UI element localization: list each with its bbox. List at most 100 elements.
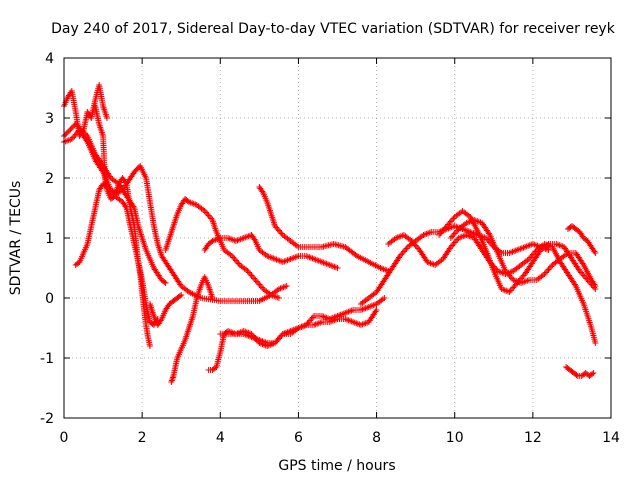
data-point-segment xyxy=(334,310,347,319)
data-point-segment xyxy=(416,247,430,264)
data-point-segment xyxy=(127,205,137,228)
data-point-segment xyxy=(72,260,82,268)
data-point xyxy=(592,283,599,289)
data-point-segment xyxy=(568,223,578,231)
data-point-segment xyxy=(510,277,523,286)
data-point-segment xyxy=(365,290,378,301)
data-point-segment xyxy=(162,259,176,276)
data-point-segment xyxy=(537,242,550,253)
data-point-segment xyxy=(279,256,293,265)
data-point-segment xyxy=(397,245,410,259)
data-point-segment xyxy=(240,232,253,241)
data-point-segment xyxy=(131,223,140,246)
data-point-segment xyxy=(68,88,79,114)
data-point-segment xyxy=(166,224,176,241)
data-point-segment xyxy=(137,163,149,180)
data-point-segment xyxy=(154,317,164,328)
data-point-segment xyxy=(256,184,266,195)
data-point-segment xyxy=(76,251,86,265)
data-point-segment xyxy=(318,259,332,268)
data-point-segment xyxy=(586,371,596,379)
data-point xyxy=(283,283,290,289)
data-point-segment xyxy=(256,247,269,258)
data-point xyxy=(592,340,599,346)
data-point-segment xyxy=(318,241,335,250)
data-point-segment xyxy=(506,281,519,295)
data-point-segment xyxy=(479,220,492,237)
data-point-segment xyxy=(186,199,199,208)
data-point-segment xyxy=(588,244,598,255)
data-point-segment xyxy=(221,247,234,258)
data-point-segment xyxy=(570,370,580,378)
data-point xyxy=(162,280,169,286)
y-axis-label: SDTVAR / TECUs xyxy=(8,181,24,296)
data-point-segment xyxy=(514,244,527,253)
data-point-segment xyxy=(240,331,253,340)
data-point xyxy=(146,343,153,349)
y-tick-label: 3 xyxy=(45,111,54,127)
data-point-segment xyxy=(252,238,262,252)
data-point-segment xyxy=(494,268,507,277)
data-point-segment xyxy=(272,332,285,346)
data-point-segment xyxy=(506,247,519,256)
data-point-segment xyxy=(80,242,90,256)
data-point-segment xyxy=(518,257,531,268)
data-point-segment xyxy=(408,238,422,252)
data-point-segment xyxy=(326,313,339,322)
data-point-segment xyxy=(463,232,476,241)
data-point-segment xyxy=(193,202,207,213)
data-point-segment xyxy=(529,248,543,265)
data-point-segment xyxy=(580,235,590,243)
data-point-segment xyxy=(170,356,180,379)
data-point-segment xyxy=(92,188,102,211)
data-point-segment xyxy=(365,301,378,310)
data-point-segment xyxy=(400,232,414,243)
data-point xyxy=(545,247,552,253)
y-tick-label: 0 xyxy=(45,291,54,307)
data-point-segment xyxy=(260,286,273,297)
data-point-segment xyxy=(440,245,453,262)
data-point-segment xyxy=(111,182,122,199)
data-point-segment xyxy=(275,283,289,292)
data-point-segment xyxy=(174,293,183,301)
x-tick-label: 8 xyxy=(372,430,381,446)
data-point-segment xyxy=(486,232,500,255)
data-point-segment xyxy=(260,190,270,204)
data-point-segment xyxy=(104,187,114,201)
data-point-segment xyxy=(365,308,379,325)
data-point-segment xyxy=(377,265,390,274)
data-point-segment xyxy=(576,268,590,282)
data-point-segment xyxy=(143,175,153,204)
series-track-17 xyxy=(565,223,599,256)
data-point-segment xyxy=(455,221,468,232)
data-point-segment xyxy=(436,224,449,238)
data-point-segment xyxy=(137,271,145,294)
series-track-7 xyxy=(162,196,282,301)
data-point-segment xyxy=(565,271,578,288)
data-point-segment xyxy=(100,133,108,180)
data-point-segment xyxy=(447,227,461,241)
data-point-segment xyxy=(295,322,308,331)
y-tick-label: -2 xyxy=(40,411,54,427)
series-track-6 xyxy=(147,292,185,328)
data-point-segment xyxy=(342,316,355,325)
series-track-11 xyxy=(205,307,380,373)
data-point-segment xyxy=(385,236,398,247)
data-point-segment xyxy=(217,332,227,355)
data-point-segment xyxy=(412,233,425,244)
data-point-segment xyxy=(342,307,355,316)
y-tick-label: 1 xyxy=(45,231,54,247)
data-point-segment xyxy=(490,268,504,291)
data-point-segment xyxy=(318,313,332,322)
data-point-segment xyxy=(459,208,472,219)
data-point-segment xyxy=(518,277,531,286)
data-point-segment xyxy=(96,121,106,138)
data-point-segment xyxy=(209,365,219,373)
data-point-segment xyxy=(236,262,250,273)
data-point-segment xyxy=(225,235,238,244)
data-point-segment xyxy=(373,278,387,295)
data-point-segment xyxy=(553,241,566,250)
data-point-segment xyxy=(100,103,110,120)
data-point-segment xyxy=(193,284,204,301)
x-tick-label: 4 xyxy=(216,430,225,446)
